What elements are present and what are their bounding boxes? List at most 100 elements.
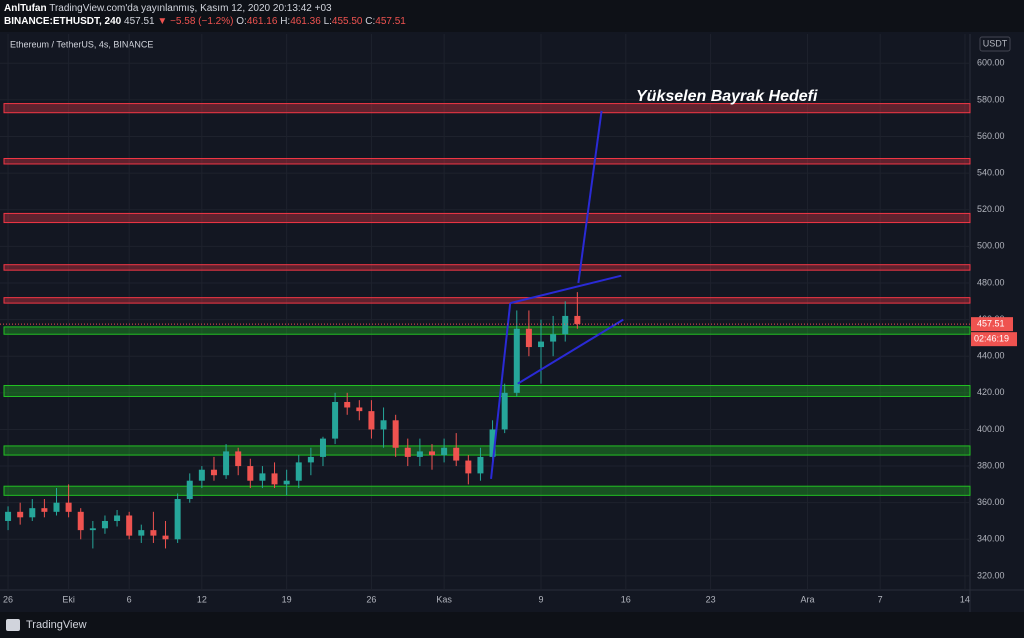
y-tick-label: 320.00: [977, 570, 1005, 580]
zone: [3, 326, 971, 335]
x-tick-label: 7: [878, 594, 883, 604]
candle-body: [416, 451, 423, 457]
y-tick-label: 340.00: [977, 534, 1005, 544]
zone: [3, 385, 971, 397]
candle-body: [550, 334, 557, 342]
plot-bg: [0, 34, 970, 590]
y-tick-label: 400.00: [977, 424, 1005, 434]
zone: [3, 297, 971, 304]
l-value: 455.50: [331, 16, 363, 27]
h-label: H:: [280, 16, 291, 27]
zone: [3, 445, 971, 456]
trend-line: [490, 303, 512, 479]
candle-body: [538, 341, 545, 348]
chart-title: Ethereum / TetherUS, 4s, BINANCE: [10, 39, 153, 49]
x-tick-label: 9: [538, 594, 543, 604]
x-tick-label: 19: [282, 594, 292, 604]
header: AnlTufan TradingView.com'da yayınlanmış,…: [0, 0, 1024, 32]
countdown: 02:46:19: [974, 334, 1009, 344]
x-tick-label: Kas: [436, 594, 452, 604]
candle-body: [174, 499, 181, 540]
y-tick-label: 480.00: [977, 277, 1005, 287]
candle-body: [453, 447, 460, 461]
candle-body: [525, 328, 532, 348]
candle-body: [380, 420, 387, 430]
x-tick-label: 14: [960, 594, 970, 604]
trend-line: [509, 274, 622, 305]
x-tick-label: Ara: [800, 594, 814, 604]
countdown-tag: [971, 332, 1017, 347]
candle-body: [477, 456, 484, 474]
candle-body: [332, 401, 339, 439]
c-value: 457.51: [375, 16, 406, 27]
currency-box: [979, 36, 1011, 52]
last-price: 457.51: [124, 16, 155, 27]
candle-body: [562, 315, 569, 335]
candle-body: [247, 466, 254, 481]
candle-body: [162, 535, 169, 540]
candle-body: [41, 508, 48, 512]
y-tick-label: 580.00: [977, 94, 1005, 104]
y-tick-label: 560.00: [977, 131, 1005, 141]
footer: TradingView: [0, 612, 1024, 638]
x-tick-label: 16: [621, 594, 631, 604]
y-tick-label: 360.00: [977, 497, 1005, 507]
candle-body: [489, 429, 496, 457]
y-tick-label: 520.00: [977, 204, 1005, 214]
candle-body: [89, 528, 96, 531]
candle-body: [17, 511, 24, 518]
candle-body: [344, 401, 351, 408]
x-tick-label: 26: [366, 594, 376, 604]
candle-body: [198, 469, 205, 481]
candle-body: [235, 451, 242, 467]
candle-body: [77, 511, 84, 531]
candle-body: [368, 411, 375, 430]
candle-body: [501, 392, 508, 430]
o-label: O:: [236, 16, 247, 27]
candle-body: [283, 480, 290, 485]
zone: [3, 264, 971, 271]
candle-body: [223, 451, 230, 476]
zone: [3, 485, 971, 496]
o-value: 461.16: [246, 16, 278, 27]
candle-body: [65, 502, 72, 512]
chart: Ethereum / TetherUS, 4s, BINANCE USDT 32…: [0, 34, 1024, 612]
candle-body: [5, 511, 12, 521]
candle-body: [271, 473, 278, 485]
candle-body: [574, 315, 581, 325]
symbol: BINANCE:ETHUSDT, 240: [4, 16, 122, 27]
candle-body: [126, 515, 133, 536]
candle-body: [150, 530, 157, 536]
l-label: L:: [323, 16, 332, 27]
candle-body: [53, 502, 60, 512]
candle-body: [29, 508, 36, 518]
published: TradingView.com'da yayınlanmış, Kasım 12…: [49, 3, 332, 14]
y-tick-label: 440.00: [977, 351, 1005, 361]
candle-body: [114, 515, 121, 521]
brand: TradingView: [26, 619, 87, 631]
candle-body: [210, 469, 217, 476]
y-tick-label: 420.00: [977, 387, 1005, 397]
annotation: Yükselen Bayrak Hedefi: [636, 88, 818, 105]
y-tick-label: 500.00: [977, 241, 1005, 251]
logo: [6, 619, 20, 631]
candle-body: [186, 480, 193, 500]
h-value: 461.36: [290, 16, 321, 27]
candle-body: [392, 420, 399, 448]
zone: [3, 212, 971, 224]
trend-line: [517, 318, 624, 385]
y-tick-label: 380.00: [977, 460, 1005, 470]
price-tag: [971, 317, 1013, 332]
c-label: C:: [365, 16, 376, 27]
price-tag-label: 457.51: [977, 319, 1005, 329]
candle-body: [441, 447, 448, 456]
x-tick-label: 6: [127, 594, 132, 604]
y-tick-label: 600.00: [977, 58, 1005, 68]
change: ▼ −5.58 (−1.2%): [157, 16, 234, 27]
candle-body: [101, 520, 108, 529]
candle-body: [428, 451, 435, 456]
candle-body: [356, 407, 363, 412]
x-tick-label: 23: [706, 594, 716, 604]
candle-body: [259, 473, 266, 481]
